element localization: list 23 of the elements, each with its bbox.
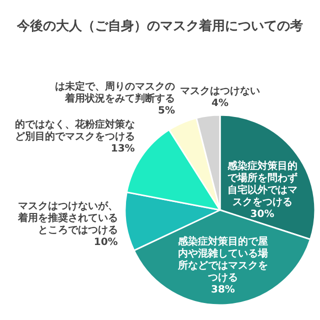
label: 感染症対策目的	[227, 161, 298, 172]
label: 内や混雑している場	[178, 248, 268, 260]
label: 10%	[94, 236, 118, 248]
label: 着用を推奨されている	[18, 212, 118, 224]
label: 感染症対策目的で屋	[178, 236, 268, 248]
label: つける	[208, 272, 238, 284]
label: 5%	[158, 105, 175, 116]
label: 38%	[211, 284, 235, 296]
label: 自宅以外ではマ	[227, 185, 298, 196]
label: で場所を問わず	[227, 173, 298, 184]
label: スクをつける	[232, 197, 292, 208]
label: 30%	[250, 209, 274, 220]
title: 今後の大人（ご自身）のマスク着用についての考	[17, 19, 303, 34]
label: 4%	[212, 98, 228, 109]
label: ど別目的でマスクをつける	[14, 131, 135, 142]
label: 13%	[110, 143, 135, 154]
label: 所などではマスクを	[178, 260, 268, 272]
label: 的ではなく、花粉症対策な	[14, 119, 135, 130]
label: マスクはつけないが、	[18, 200, 118, 212]
label: は未定で、周りのマスクの	[55, 81, 175, 92]
label: 着用状況をみて判断する	[65, 93, 175, 104]
label: マスクはつけない	[180, 86, 260, 97]
label: ところではつける	[38, 224, 118, 236]
